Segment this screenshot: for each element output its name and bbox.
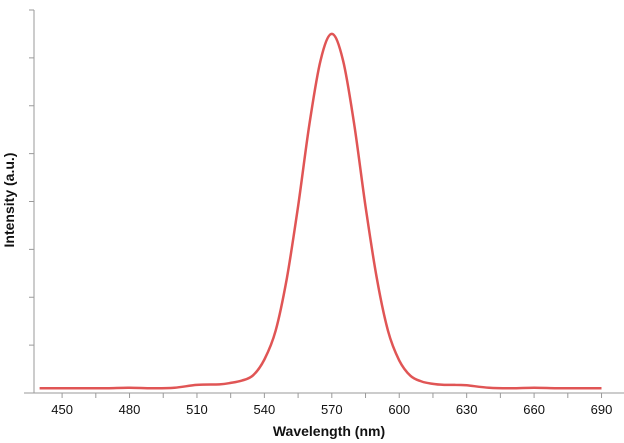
x-tick-label: 480 xyxy=(119,402,141,417)
series xyxy=(39,32,602,390)
x-tick-label: 510 xyxy=(186,402,208,417)
x-tick-label: 630 xyxy=(456,402,478,417)
x-tick-label: 540 xyxy=(254,402,276,417)
x-tick-label: 660 xyxy=(523,402,545,417)
series-line xyxy=(39,32,602,390)
x-tick-label: 450 xyxy=(51,402,73,417)
ticks: 450 480 510 540 570 600 630 660 690 xyxy=(29,9,613,417)
x-axis-title: Wavelength (nm) xyxy=(273,423,385,439)
axes xyxy=(24,10,624,394)
y-axis-title: Intensity (a.u.) xyxy=(1,153,17,248)
x-tick-label: 570 xyxy=(321,402,343,417)
x-tick-label: 690 xyxy=(591,402,613,417)
x-tick-label: 600 xyxy=(388,402,410,417)
